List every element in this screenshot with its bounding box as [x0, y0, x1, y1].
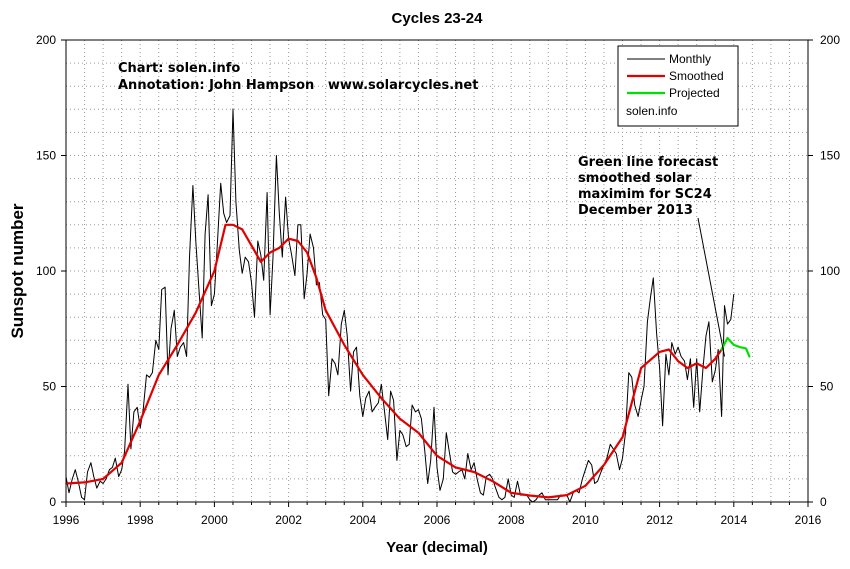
- legend-label-monthly: Monthly: [669, 52, 711, 66]
- x-tick-label: 2002: [275, 513, 302, 527]
- forecast-annotation-line-1: Green line forecast: [578, 155, 718, 170]
- credit-line-1: Chart: solen.info: [118, 61, 240, 76]
- series-projected-line: [720, 336, 751, 358]
- x-tick-label: 2016: [795, 513, 822, 527]
- x-tick-label: 2012: [646, 513, 673, 527]
- series-monthly-line: [66, 108, 735, 502]
- y-tick-label-right: 150: [820, 149, 840, 163]
- x-tick-label: 2004: [349, 513, 376, 527]
- y-tick-label-right: 100: [820, 264, 840, 278]
- series-smoothed-line: [66, 223, 723, 499]
- x-tick-label: 2014: [720, 513, 747, 527]
- y-tick-label-left: 150: [36, 149, 56, 163]
- y-tick-label-left: 50: [43, 380, 57, 394]
- x-axis-title: Year (decimal): [386, 539, 488, 556]
- legend: Monthly Smoothed Projected solen.info: [617, 45, 739, 127]
- y-tick-label-right: 0: [820, 495, 827, 509]
- y-tick-label-left: 200: [36, 33, 56, 47]
- forecast-annotation-line-3: maximim for SC24: [578, 187, 712, 202]
- forecast-annotation-line-4: December 2013: [578, 203, 693, 218]
- forecast-annotation-line-2: smoothed solar: [578, 171, 692, 186]
- x-tick-label: 2000: [201, 513, 228, 527]
- credit-line-2: Annotation: John Hampson www.solarcycles…: [118, 78, 478, 93]
- annotation-pointer-line: [697, 217, 726, 357]
- x-tick-label: 2006: [424, 513, 451, 527]
- x-tick-label: 2008: [498, 513, 525, 527]
- plot-frame: [65, 39, 809, 503]
- axis-ticks: 1996 1998 2000 2002 2004 2006 2008 2010 2012 2014…: [36, 33, 840, 527]
- y-tick-label-right: 200: [820, 33, 840, 47]
- chart-title: Cycles 23-24: [392, 10, 484, 27]
- y-tick-label-right: 50: [820, 380, 834, 394]
- y-axis-title: Sunspot number: [8, 203, 27, 338]
- legend-label-smoothed: Smoothed: [669, 69, 724, 83]
- x-tick-label: 1996: [53, 513, 80, 527]
- x-tick-label: 1998: [127, 513, 154, 527]
- y-tick-label-left: 100: [36, 264, 56, 278]
- legend-footer-source: solen.info: [626, 104, 678, 118]
- legend-label-projected: Projected: [669, 86, 720, 100]
- y-tick-label-left: 0: [49, 495, 56, 509]
- x-tick-label: 2010: [572, 513, 599, 527]
